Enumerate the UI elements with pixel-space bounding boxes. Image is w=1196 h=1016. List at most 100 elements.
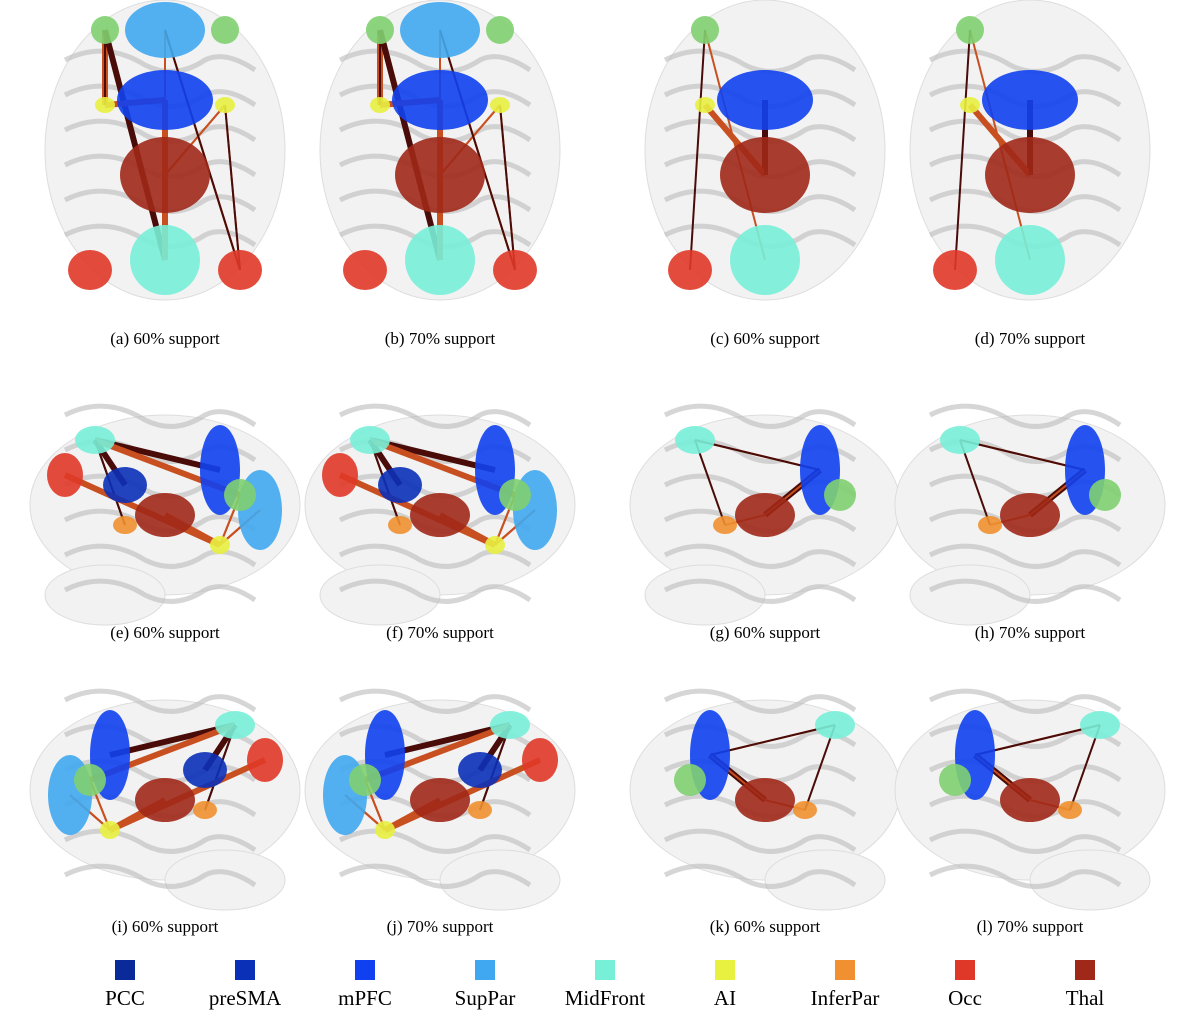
brain-panel (629, 403, 901, 626)
region (717, 70, 813, 130)
connection (224, 104, 241, 271)
region (793, 801, 817, 819)
brain-panel (319, 0, 561, 301)
caption: (e) 60% support (110, 623, 220, 642)
brain-outline (319, 564, 441, 626)
sulcus (928, 863, 1122, 889)
region (211, 16, 239, 44)
brain-panel (894, 688, 1166, 911)
region (375, 821, 395, 839)
region (933, 250, 977, 290)
connection (954, 29, 971, 271)
caption: (l) 70% support (977, 917, 1084, 936)
region (960, 97, 980, 113)
region (1000, 778, 1060, 822)
region (735, 778, 795, 822)
region (215, 711, 255, 739)
region (210, 536, 230, 554)
region (1000, 493, 1060, 537)
legend-label: preSMA (209, 986, 282, 1010)
brain-outline (644, 564, 766, 626)
brain-panel (644, 0, 886, 301)
caption: (g) 60% support (710, 623, 821, 642)
region (490, 97, 510, 113)
region (1058, 801, 1082, 819)
legend-swatch (235, 960, 255, 980)
region (410, 778, 470, 822)
legend-label: PCC (105, 986, 145, 1010)
region (343, 250, 387, 290)
sulcus (63, 403, 257, 429)
legend-label: mPFC (338, 986, 392, 1010)
region (95, 97, 115, 113)
region (247, 738, 283, 782)
connection (439, 29, 516, 271)
region (350, 426, 390, 454)
region (939, 764, 971, 796)
caption: (j) 70% support (387, 917, 494, 936)
region (824, 479, 856, 511)
sulcus (663, 543, 857, 569)
region (985, 137, 1075, 213)
region (392, 70, 488, 130)
brain-outline (909, 564, 1031, 626)
region (458, 752, 502, 788)
region (691, 16, 719, 44)
region (120, 137, 210, 213)
region (982, 70, 1078, 130)
connection (694, 439, 821, 471)
region (674, 764, 706, 796)
legend-label: Occ (948, 986, 982, 1010)
region (730, 225, 800, 295)
sulcus (63, 578, 257, 604)
sulcus (338, 403, 532, 429)
region (395, 137, 485, 213)
region (100, 821, 120, 839)
connection (969, 29, 1031, 261)
region (400, 2, 480, 58)
caption: (a) 60% support (110, 329, 220, 348)
region (117, 70, 213, 130)
region (388, 516, 412, 534)
region (322, 453, 358, 497)
region (75, 426, 115, 454)
brain-panel (29, 688, 301, 911)
region (493, 250, 537, 290)
connection (499, 104, 516, 271)
legend-swatch (835, 960, 855, 980)
caption: (d) 70% support (975, 329, 1086, 348)
region (103, 467, 147, 503)
legend-swatch (475, 960, 495, 980)
region (978, 516, 1002, 534)
brain-panel (894, 403, 1166, 626)
caption: (h) 70% support (975, 623, 1086, 642)
region (91, 16, 119, 44)
brain-outline (44, 564, 166, 626)
region (1089, 479, 1121, 511)
region (135, 493, 195, 537)
region (815, 711, 855, 739)
sulcus (663, 403, 857, 429)
connection (804, 724, 836, 811)
region (668, 250, 712, 290)
sulcus (63, 863, 257, 889)
sulcus (63, 688, 257, 714)
region (486, 16, 514, 44)
legend-swatch (355, 960, 375, 980)
region (995, 225, 1065, 295)
region (215, 97, 235, 113)
caption: (k) 60% support (710, 917, 821, 936)
region (135, 778, 195, 822)
connection (164, 29, 241, 271)
region (468, 801, 492, 819)
brain-panel (44, 0, 286, 301)
connection (377, 29, 443, 261)
region (378, 467, 422, 503)
legend-label: InferPar (811, 986, 880, 1010)
legend-swatch (1075, 960, 1095, 980)
region (68, 250, 112, 290)
region (956, 16, 984, 44)
region (735, 493, 795, 537)
sulcus (338, 688, 532, 714)
sulcus (928, 543, 1122, 569)
